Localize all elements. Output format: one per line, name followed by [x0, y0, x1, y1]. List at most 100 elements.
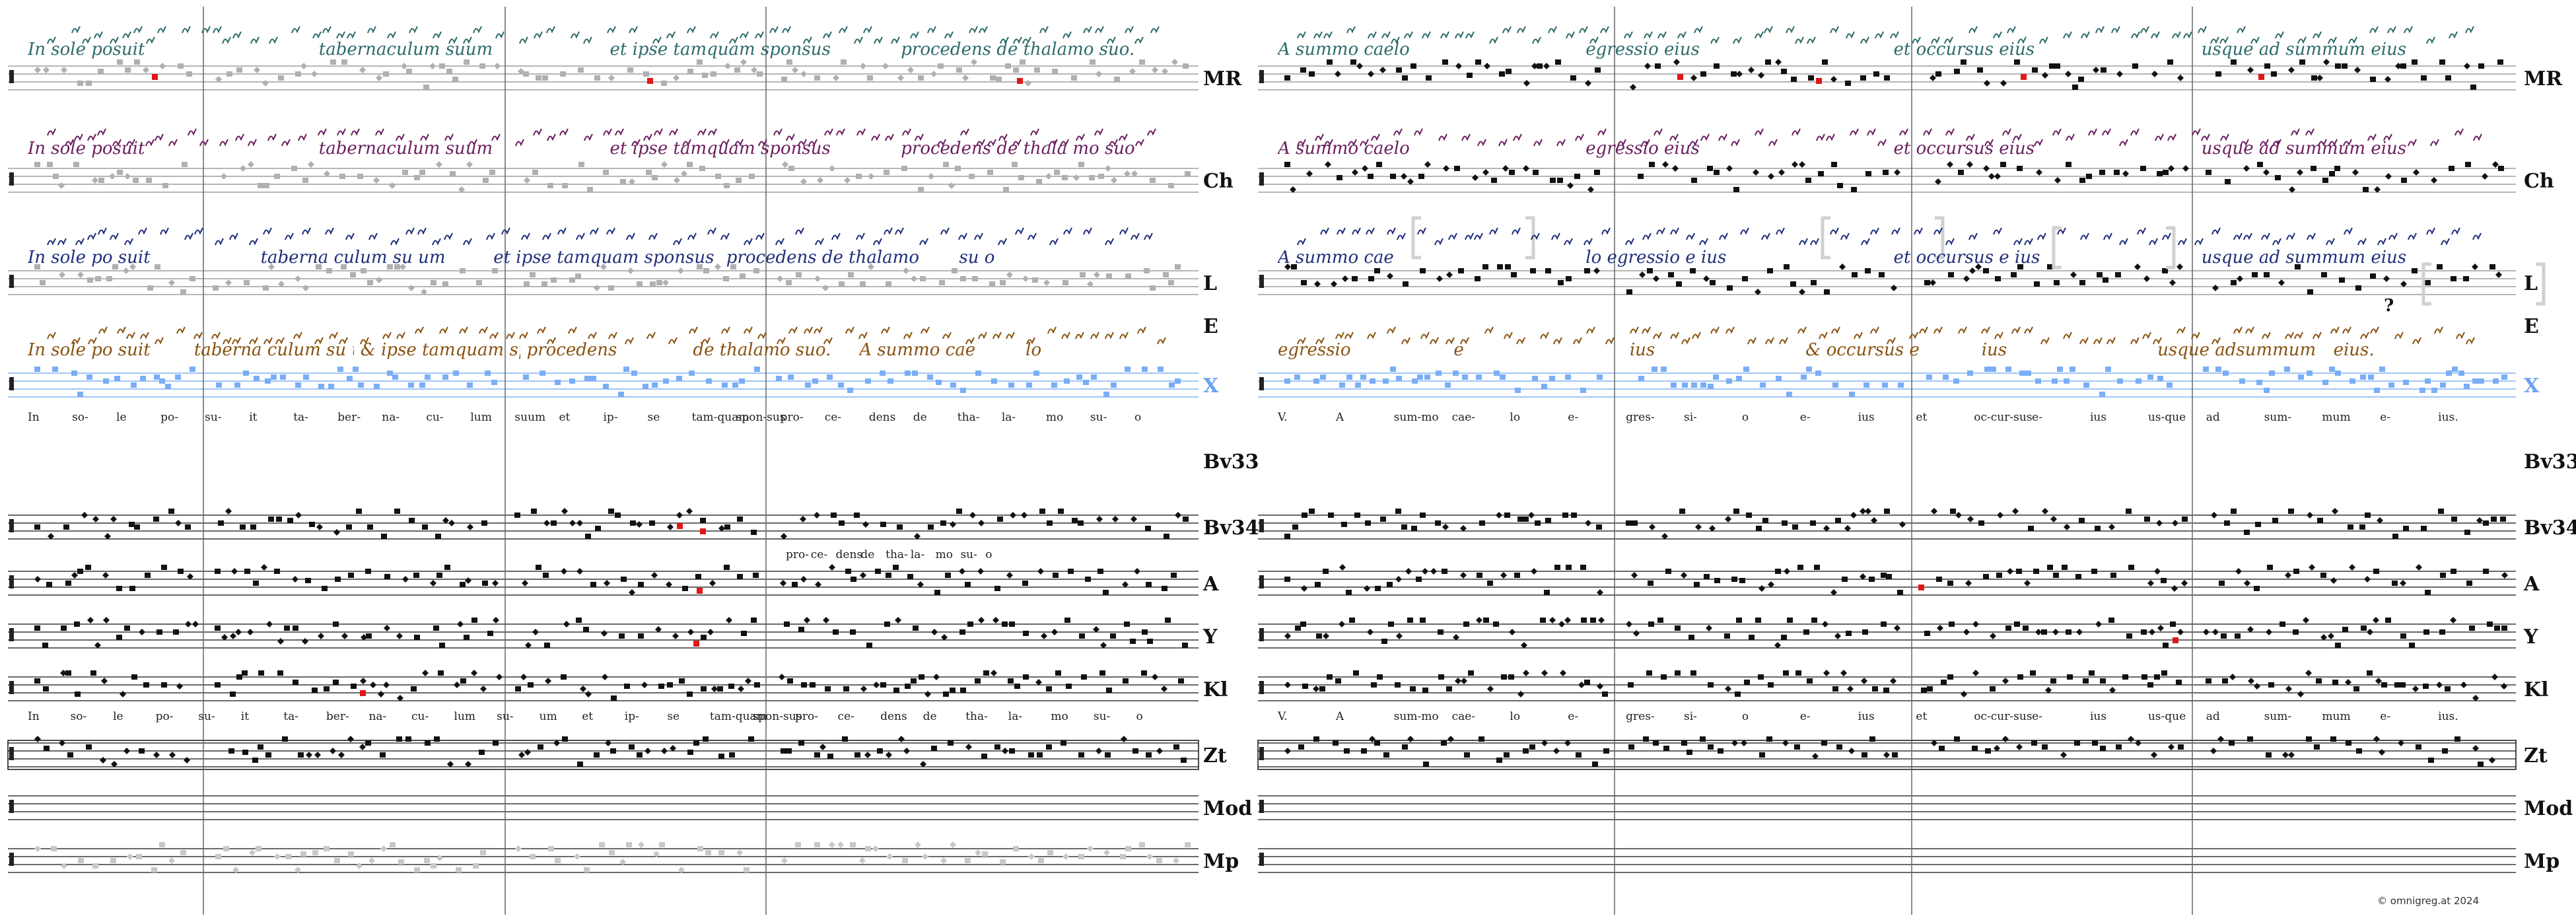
square-note — [1402, 75, 1408, 81]
neume-mark — [546, 26, 555, 34]
square-note — [277, 670, 283, 676]
neume-mark — [1831, 326, 1840, 334]
neume-mark — [798, 139, 807, 147]
neume-mark — [788, 326, 798, 334]
neume-mark — [960, 128, 969, 136]
rhombus-note — [1703, 275, 1710, 282]
rhombus-note — [1396, 633, 1403, 639]
rhombus-note — [2288, 752, 2295, 758]
rhombus-note — [1093, 626, 1099, 633]
square-note — [1671, 382, 1677, 388]
neume-mark — [314, 337, 324, 345]
square-note — [240, 524, 246, 530]
rhombus-note — [129, 264, 136, 270]
square-note — [584, 376, 590, 381]
square-note — [729, 752, 735, 758]
rhombus-note — [1517, 691, 1524, 697]
rhombus-note — [907, 67, 914, 73]
variant-note — [1017, 78, 1023, 84]
rhombus-note — [494, 63, 501, 69]
rhombus-note — [1967, 516, 1974, 522]
square-note — [1530, 268, 1536, 273]
rhombus-note — [1947, 161, 1953, 168]
square-note — [1315, 582, 1321, 587]
neume-mark — [432, 238, 441, 246]
square-note — [2062, 565, 2068, 570]
square-note — [1163, 272, 1169, 277]
square-note — [2206, 678, 2211, 684]
square-note — [1328, 513, 1334, 518]
rhombus-note — [59, 271, 65, 278]
square-note — [1760, 382, 1766, 388]
rhombus-note — [524, 177, 530, 184]
lyric-syllable: le — [113, 710, 123, 723]
square-note — [695, 574, 701, 579]
lyric-syllable: us-que — [2147, 411, 2186, 424]
square-note — [44, 746, 50, 751]
rhombus-note — [2052, 629, 2059, 635]
variant-note — [1816, 78, 1822, 84]
square-note — [1865, 171, 1871, 176]
rhombus-note — [1105, 165, 1111, 172]
square-note — [1565, 374, 1571, 380]
neume-mark — [547, 337, 556, 345]
square-note — [620, 179, 626, 184]
rhombus-note — [2297, 169, 2303, 176]
neume-mark — [2328, 36, 2337, 44]
clef-mark — [1259, 800, 1264, 813]
lyric-syllable: oc-cur-sus — [1974, 710, 2033, 723]
lyric-syllable: gres- — [1626, 710, 1655, 723]
variant-note — [2258, 74, 2264, 80]
square-note — [1026, 382, 1032, 388]
rhombus-note — [2000, 80, 2007, 87]
neume-mark — [707, 227, 716, 235]
lyric-syllable: e- — [1568, 411, 1579, 424]
square-note — [1821, 740, 1827, 746]
neume-mark — [1755, 31, 1764, 39]
square-note — [2425, 590, 2431, 595]
rhombus-note — [2323, 59, 2330, 65]
square-note — [2025, 371, 2031, 376]
rhombus-note — [295, 512, 302, 518]
square-note — [481, 520, 487, 526]
neume-mark — [1686, 232, 1695, 240]
square-note — [705, 850, 711, 855]
rhombus-note — [1812, 753, 1819, 760]
neume-mark — [1830, 26, 1839, 34]
square-note — [530, 272, 536, 277]
neume-mark — [1799, 238, 1808, 246]
bracket-mark — [2421, 262, 2431, 306]
square-note — [661, 81, 667, 86]
rhombus-note — [2416, 564, 2422, 571]
square-note — [75, 692, 81, 697]
rhombus-note — [895, 617, 901, 623]
square-note — [987, 170, 993, 175]
square-note — [1424, 374, 1430, 380]
square-note — [1744, 680, 1750, 685]
neume-mark — [459, 326, 468, 334]
rhombus-note — [661, 748, 668, 754]
neume-text-mr: et occursus eius — [1893, 40, 2035, 59]
lyric-syllable: si- — [1684, 710, 1697, 723]
square-note — [2030, 670, 2036, 676]
rhombus-note — [1894, 625, 1900, 631]
rhombus-note — [653, 851, 660, 857]
rhombus-note — [2002, 736, 2009, 742]
square-note — [1954, 736, 1960, 742]
rhombus-note — [120, 691, 126, 697]
square-note — [2353, 686, 2359, 692]
rhombus-note — [1695, 524, 1702, 530]
rhombus-note — [123, 748, 130, 754]
neume-mark — [1090, 332, 1099, 339]
square-note — [1954, 69, 1960, 74]
square-note — [2011, 272, 2017, 277]
square-note — [880, 522, 886, 527]
square-note — [2050, 678, 2056, 684]
square-note — [990, 75, 996, 81]
square-note — [1111, 382, 1117, 388]
lyric-syllable: In — [28, 710, 40, 723]
square-note — [1089, 175, 1095, 180]
source-label: Mod — [2524, 797, 2573, 820]
rhombus-note — [368, 857, 375, 864]
neume-mark — [1157, 337, 1166, 345]
